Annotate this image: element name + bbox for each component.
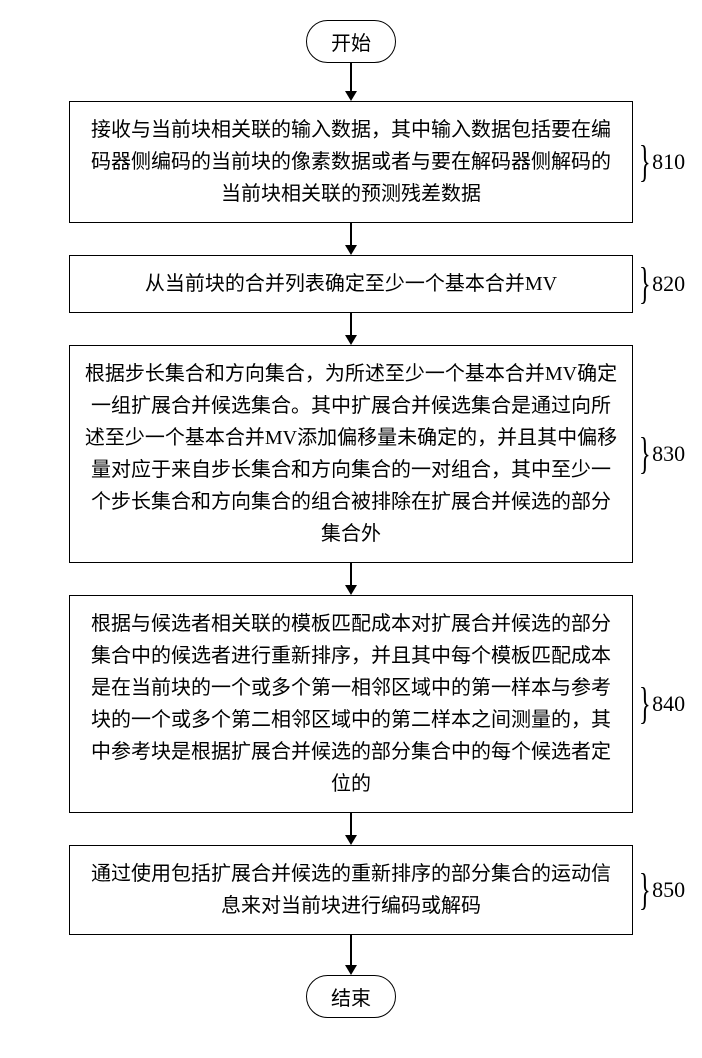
step-label: }830	[639, 345, 685, 563]
step-row: 根据步长集合和方向集合，为所述至少一个基本合并MV确定一组扩展合并候选集合。其中…	[21, 345, 681, 563]
flowchart-container: 开始接收与当前块相关联的输入数据，其中输入数据包括要在编码器侧编码的当前块的像素…	[21, 0, 681, 1058]
process-box-840: 根据与候选者相关联的模板匹配成本对扩展合并候选的部分集合中的候选者进行重新排序，…	[69, 595, 633, 813]
brace-icon: }	[639, 262, 651, 306]
process-box-850: 通过使用包括扩展合并候选的重新排序的部分集合的运动信息来对当前块进行编码或解码	[69, 845, 633, 935]
step-label: }810	[639, 101, 685, 223]
start-terminal: 开始	[306, 20, 396, 63]
step-label-number: 840	[652, 691, 685, 717]
step-row: 接收与当前块相关联的输入数据，其中输入数据包括要在编码器侧编码的当前块的像素数据…	[21, 101, 681, 223]
step-label-number: 830	[652, 441, 685, 467]
process-box-810: 接收与当前块相关联的输入数据，其中输入数据包括要在编码器侧编码的当前块的像素数据…	[69, 101, 633, 223]
brace-icon: }	[639, 140, 651, 184]
brace-icon: }	[639, 868, 651, 912]
step-row: 从当前块的合并列表确定至少一个基本合并MV}820	[21, 255, 681, 313]
step-label: }840	[639, 595, 685, 813]
step-label: }820	[639, 255, 685, 313]
step-label-number: 820	[652, 271, 685, 297]
step-label-number: 850	[652, 877, 685, 903]
process-box-820: 从当前块的合并列表确定至少一个基本合并MV	[69, 255, 633, 313]
brace-icon: }	[639, 432, 651, 476]
end-terminal: 结束	[306, 975, 396, 1018]
step-row: 通过使用包括扩展合并候选的重新排序的部分集合的运动信息来对当前块进行编码或解码}…	[21, 845, 681, 935]
step-row: 根据与候选者相关联的模板匹配成本对扩展合并候选的部分集合中的候选者进行重新排序，…	[21, 595, 681, 813]
step-label-number: 810	[652, 149, 685, 175]
brace-icon: }	[639, 682, 651, 726]
process-box-830: 根据步长集合和方向集合，为所述至少一个基本合并MV确定一组扩展合并候选集合。其中…	[69, 345, 633, 563]
step-label: }850	[639, 845, 685, 935]
